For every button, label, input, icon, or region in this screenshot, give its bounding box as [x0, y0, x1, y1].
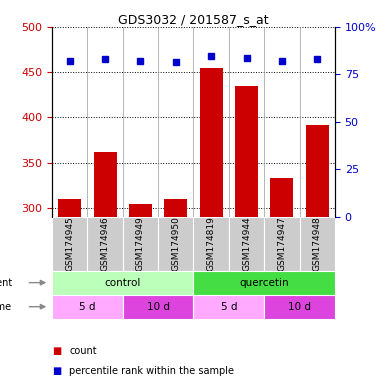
- Bar: [52, 271, 193, 295]
- Bar: [200, 68, 223, 217]
- Bar: [229, 217, 264, 271]
- Text: 5 d: 5 d: [221, 302, 237, 312]
- Bar: [193, 217, 229, 271]
- Bar: [52, 295, 123, 319]
- Bar: [193, 271, 335, 295]
- Bar: [264, 295, 335, 319]
- Bar: [52, 217, 87, 271]
- Text: control: control: [105, 278, 141, 288]
- Bar: [87, 217, 123, 271]
- Bar: [129, 204, 152, 217]
- Text: ■: ■: [52, 346, 61, 356]
- Bar: [123, 217, 158, 271]
- Bar: [235, 86, 258, 217]
- Bar: [306, 124, 329, 217]
- Text: ■: ■: [52, 366, 61, 376]
- Bar: [270, 178, 293, 217]
- Bar: [158, 217, 193, 271]
- Bar: [94, 152, 117, 217]
- Text: quercetin: quercetin: [239, 278, 289, 288]
- Text: GSM174949: GSM174949: [136, 216, 145, 271]
- Text: time: time: [0, 302, 12, 312]
- Text: GSM174945: GSM174945: [65, 216, 74, 271]
- Text: GSM174947: GSM174947: [277, 216, 286, 271]
- Text: 10 d: 10 d: [288, 302, 311, 312]
- Text: GSM174948: GSM174948: [313, 216, 322, 271]
- Bar: [123, 295, 193, 319]
- Text: GSM174946: GSM174946: [100, 216, 110, 271]
- Bar: [164, 199, 187, 217]
- Text: count: count: [69, 346, 97, 356]
- Text: 5 d: 5 d: [79, 302, 95, 312]
- Text: GSM174950: GSM174950: [171, 216, 180, 271]
- Text: GSM174819: GSM174819: [207, 216, 216, 271]
- Text: GSM174944: GSM174944: [242, 217, 251, 271]
- Text: percentile rank within the sample: percentile rank within the sample: [69, 366, 234, 376]
- Title: GDS3032 / 201587_s_at: GDS3032 / 201587_s_at: [118, 13, 269, 26]
- Bar: [58, 199, 81, 217]
- Bar: [300, 217, 335, 271]
- Text: 10 d: 10 d: [147, 302, 169, 312]
- Text: agent: agent: [0, 278, 12, 288]
- Bar: [264, 217, 300, 271]
- Bar: [193, 295, 264, 319]
